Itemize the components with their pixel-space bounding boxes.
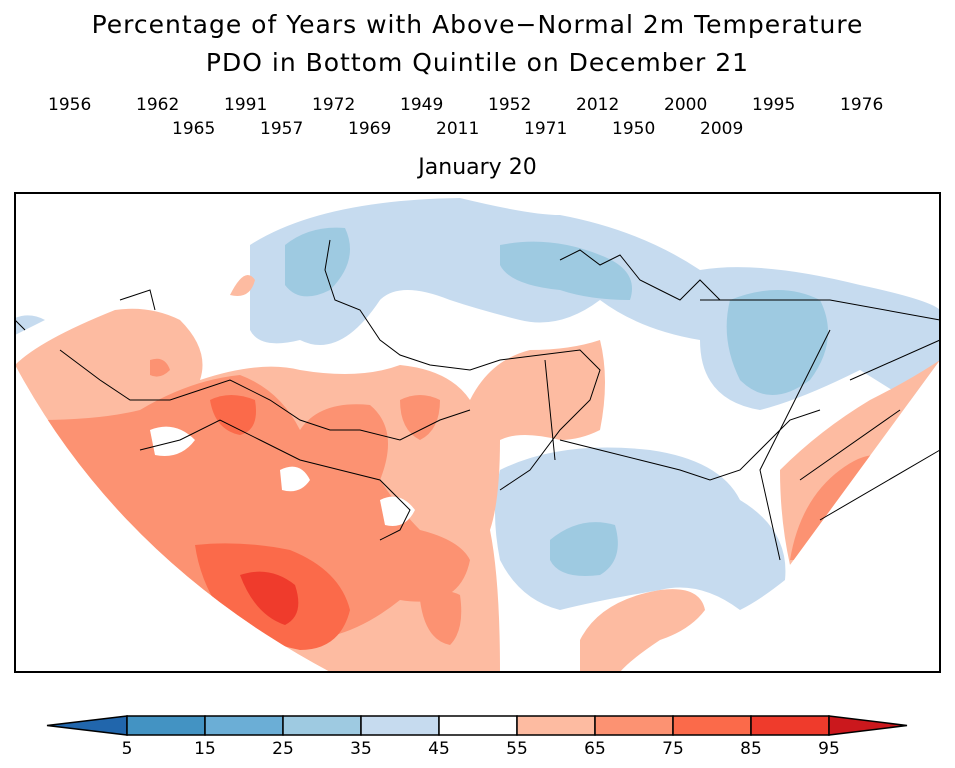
colorbar-bin — [438, 715, 518, 736]
colorbar-label: 15 — [194, 739, 216, 759]
colorbar-label: 25 — [272, 739, 294, 759]
colorbar: 5 15 25 35 45 55 65 75 85 95 — [46, 715, 908, 759]
year-label: 2000 — [664, 95, 708, 115]
year-label: 1962 — [136, 95, 180, 115]
colorbar-bin — [750, 715, 830, 736]
colorbar-bin — [204, 715, 284, 736]
colorbar-label: 65 — [584, 739, 606, 759]
title-line-2: PDO in Bottom Quintile on December 21 — [205, 48, 750, 77]
year-label: 1972 — [312, 95, 356, 115]
contour-35-45 — [15, 315, 45, 335]
colorbar-bin — [594, 715, 674, 736]
colorbar-label: 85 — [740, 739, 762, 759]
year-label: 1957 — [260, 119, 304, 139]
title-line-1: Percentage of Years with Above−Normal 2m… — [91, 10, 864, 39]
year-label: 1991 — [224, 95, 268, 115]
contour-65-75 — [150, 358, 170, 377]
colorbar-bin — [360, 715, 440, 736]
contour-85-95 — [240, 571, 299, 625]
colorbar-bin — [126, 715, 206, 736]
colorbar-label: 35 — [350, 739, 372, 759]
year-label: 2009 — [700, 119, 744, 139]
colorbar-bin — [516, 715, 596, 736]
year-label: 1995 — [752, 95, 796, 115]
year-label: 1956 — [48, 95, 92, 115]
contour-25-35 — [550, 522, 618, 576]
contour-65-75 — [420, 591, 462, 645]
contour-55-65 — [230, 275, 255, 296]
contour-65-75 — [400, 395, 440, 440]
colorbar-bin — [672, 715, 752, 736]
date-label: January 20 — [418, 155, 537, 180]
year-label: 1971 — [524, 119, 568, 139]
contour-25-35 — [285, 227, 350, 297]
contour-55-65 — [580, 589, 705, 672]
coastlines — [14, 239, 941, 561]
contour-fill — [15, 193, 940, 672]
year-label: 1969 — [348, 119, 392, 139]
year-label: 2011 — [436, 119, 480, 139]
year-label: 1949 — [400, 95, 444, 115]
contour-25-35 — [500, 241, 632, 300]
year-label: 1965 — [172, 119, 216, 139]
year-label: 2012 — [576, 95, 620, 115]
contour-25-35 — [726, 290, 828, 395]
year-label: 1976 — [840, 95, 884, 115]
year-label: 1952 — [488, 95, 532, 115]
colorbar-bin — [282, 715, 362, 736]
contour-75-85 — [210, 395, 256, 435]
year-label: 1950 — [612, 119, 656, 139]
colorbar-arrow-low — [46, 715, 128, 736]
colorbar-label: 75 — [662, 739, 684, 759]
colorbar-arrow-high — [828, 715, 908, 736]
contour-65-75 — [40, 375, 470, 640]
colorbar-label: 45 — [428, 739, 450, 759]
map-frame — [14, 192, 941, 673]
colorbar-label: 55 — [506, 739, 528, 759]
colorbar-label: 5 — [122, 739, 133, 759]
colorbar-label: 95 — [818, 739, 840, 759]
